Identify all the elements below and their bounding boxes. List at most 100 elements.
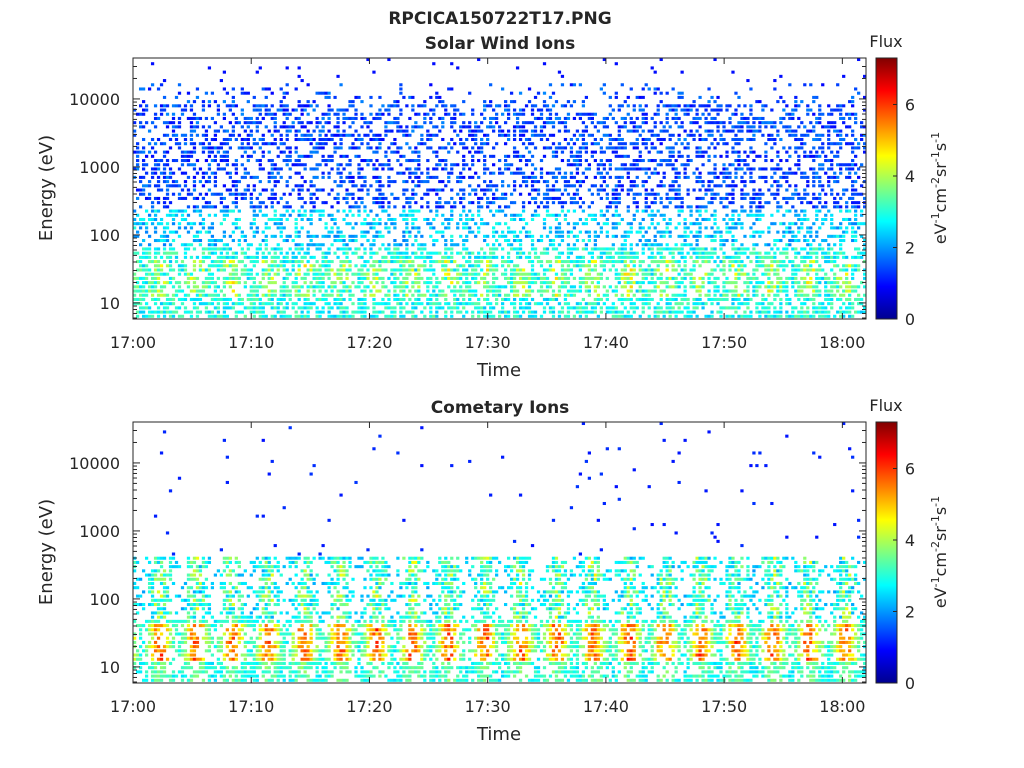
heatmap-cell bbox=[417, 159, 421, 163]
heatmap-cell bbox=[147, 196, 152, 200]
heatmap-cell bbox=[264, 213, 268, 217]
heatmap-cell bbox=[581, 146, 586, 150]
heatmap-cell bbox=[647, 205, 651, 209]
heatmap-cell bbox=[572, 289, 577, 293]
heatmap-cell bbox=[405, 167, 409, 171]
heatmap-cell bbox=[495, 264, 499, 268]
heatmap-cell bbox=[408, 201, 412, 205]
heatmap-cell bbox=[707, 146, 711, 150]
heatmap-cell bbox=[498, 133, 502, 137]
heatmap-cell bbox=[336, 192, 340, 196]
heatmap-cell bbox=[279, 297, 283, 301]
heatmap-cell bbox=[177, 104, 182, 108]
heatmap-cell bbox=[408, 234, 412, 238]
heatmap-cell bbox=[234, 276, 238, 280]
heatmap-cell bbox=[408, 133, 412, 137]
heatmap-cell bbox=[231, 129, 235, 133]
heatmap-cell bbox=[231, 100, 235, 104]
heatmap-cell bbox=[512, 306, 517, 310]
heatmap-cell bbox=[462, 142, 466, 146]
heatmap-cell bbox=[273, 247, 277, 251]
heatmap-cell bbox=[399, 297, 403, 301]
heatmap-cell bbox=[492, 255, 496, 259]
heatmap-cell bbox=[572, 306, 577, 310]
heatmap-cell bbox=[231, 163, 235, 167]
heatmap-cell bbox=[492, 272, 496, 276]
heatmap-cell bbox=[318, 281, 322, 285]
heatmap-cell bbox=[420, 302, 424, 306]
heatmap-cell bbox=[282, 226, 286, 230]
heatmap-cell bbox=[333, 112, 337, 116]
heatmap-cell bbox=[480, 188, 484, 192]
heatmap-cell bbox=[623, 100, 627, 104]
heatmap-cell bbox=[159, 142, 164, 146]
heatmap-cell bbox=[581, 264, 586, 268]
heatmap-cell bbox=[596, 129, 600, 133]
heatmap-cell bbox=[509, 91, 514, 95]
heatmap-cell bbox=[429, 297, 433, 301]
heatmap-cell bbox=[225, 302, 229, 306]
heatmap-cell bbox=[306, 121, 310, 125]
heatmap-cell bbox=[258, 243, 262, 247]
heatmap-cell bbox=[360, 272, 364, 276]
heatmap-cell bbox=[222, 314, 226, 318]
heatmap-cell bbox=[566, 116, 571, 120]
heatmap-cell bbox=[165, 213, 170, 217]
heatmap-cell bbox=[357, 310, 361, 314]
heatmap-cell bbox=[554, 293, 559, 297]
heatmap-cell bbox=[219, 192, 223, 196]
heatmap-cell bbox=[339, 184, 343, 188]
heatmap-cell bbox=[165, 104, 170, 108]
heatmap-cell bbox=[156, 87, 161, 91]
heatmap-cell bbox=[710, 302, 714, 306]
heatmap-cell bbox=[366, 58, 370, 62]
heatmap-cell bbox=[150, 201, 155, 205]
heatmap-cell bbox=[327, 234, 331, 238]
heatmap-cell bbox=[324, 201, 328, 205]
heatmap-cell bbox=[474, 129, 478, 133]
heatmap-cell bbox=[264, 87, 268, 91]
heatmap-cell bbox=[216, 285, 221, 289]
heatmap-cell bbox=[698, 251, 702, 255]
heatmap-cell bbox=[168, 281, 173, 285]
heatmap-cell bbox=[423, 255, 427, 259]
heatmap-cell bbox=[560, 285, 565, 289]
heatmap-cell bbox=[165, 226, 170, 230]
heatmap-cell bbox=[578, 154, 583, 158]
heatmap-cell bbox=[339, 306, 343, 310]
heatmap-cell bbox=[665, 247, 669, 251]
heatmap-cell bbox=[273, 175, 277, 179]
heatmap-cell bbox=[306, 272, 310, 276]
heatmap-cell bbox=[417, 297, 421, 301]
heatmap-cell bbox=[692, 133, 696, 137]
heatmap-cell bbox=[285, 91, 289, 95]
heatmap-cell bbox=[216, 104, 221, 108]
heatmap-cell bbox=[698, 133, 702, 137]
heatmap-cell bbox=[402, 285, 406, 289]
heatmap-cell bbox=[518, 129, 523, 133]
heatmap-cell bbox=[524, 180, 529, 184]
heatmap-cell bbox=[438, 180, 442, 184]
heatmap-cell bbox=[492, 192, 496, 196]
heatmap-cell bbox=[162, 272, 167, 276]
heatmap-cell bbox=[515, 272, 520, 276]
heatmap-cell bbox=[279, 213, 283, 217]
heatmap-cell bbox=[183, 272, 188, 276]
heatmap-cell bbox=[501, 272, 505, 276]
heatmap-cell bbox=[291, 264, 295, 268]
heatmap-cell bbox=[503, 163, 508, 167]
heatmap-cell bbox=[498, 314, 502, 318]
heatmap-cell bbox=[468, 230, 472, 234]
heatmap-cell bbox=[521, 125, 526, 129]
heatmap-cell bbox=[462, 264, 466, 268]
heatmap-cell bbox=[656, 222, 660, 226]
heatmap-cell bbox=[578, 281, 583, 285]
heatmap-cell bbox=[363, 264, 367, 268]
heatmap-cell bbox=[489, 116, 493, 120]
heatmap-cell bbox=[288, 159, 292, 163]
heatmap-cell bbox=[515, 255, 520, 259]
heatmap-cell bbox=[512, 297, 517, 301]
heatmap-cell bbox=[345, 260, 349, 264]
heatmap-cell bbox=[551, 121, 556, 125]
heatmap-cell bbox=[213, 175, 218, 179]
